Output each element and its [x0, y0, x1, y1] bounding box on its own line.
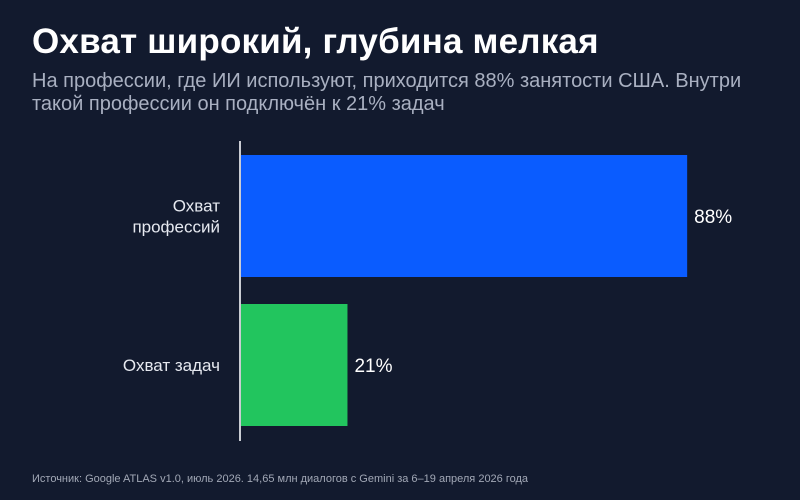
value-label-0: 88%: [694, 207, 732, 228]
source-note: Источник: Google ATLAS v1.0, июль 2026. …: [32, 473, 529, 485]
category-label-0: Охват профессий: [132, 197, 220, 237]
bar-1: [241, 304, 348, 426]
chart-title: Охват широкий, глубина мелкая: [32, 22, 599, 61]
chart-subtitle: На профессии, где ИИ используют, приходи…: [32, 70, 742, 115]
category-label-1: Охват задач: [123, 356, 220, 375]
bar-0: [241, 155, 688, 277]
value-label-1: 21%: [354, 356, 392, 377]
